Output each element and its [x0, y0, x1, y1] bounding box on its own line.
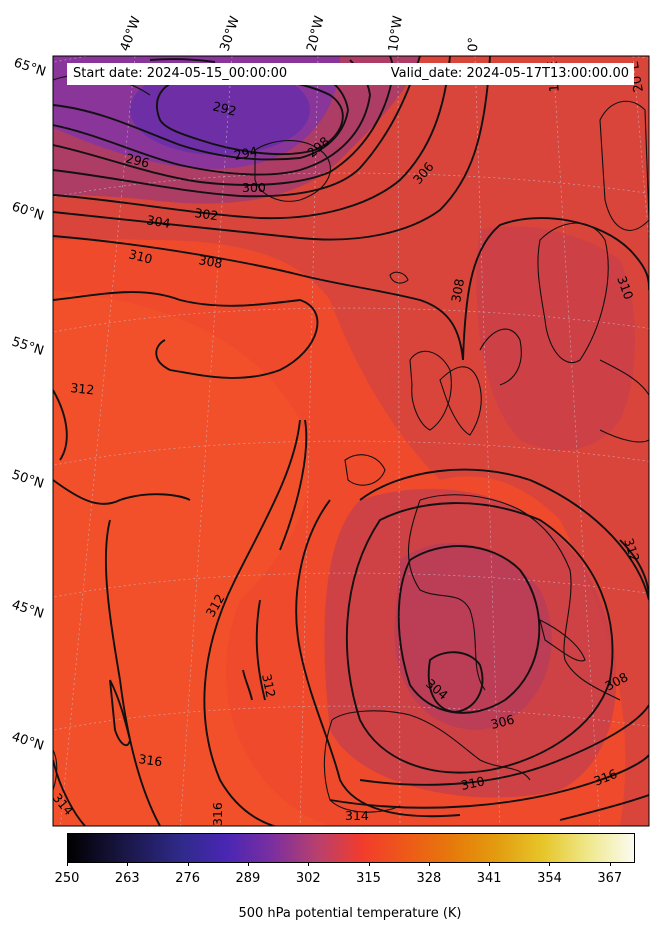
colorbar-tick-label: 263 [114, 871, 140, 886]
lat-label: 65°N [12, 56, 48, 80]
lon-label: 10°W [386, 15, 406, 53]
contour-label: 302 [194, 205, 220, 223]
colorbar-tick-label: 250 [54, 871, 80, 886]
colorbar-tick [67, 862, 68, 866]
lon-label: 30°W [218, 14, 243, 53]
colorbar-label: 500 hPa potential temperature (K) [238, 906, 462, 921]
lat-label: 45°N [10, 598, 46, 622]
colorbar-tick [428, 862, 430, 866]
contour-label: 294 [233, 143, 260, 163]
graticule [53, 56, 649, 826]
colorbar-tick-label: 341 [476, 871, 502, 886]
lat-label: 60°N [10, 200, 46, 224]
lat-label: 55°N [10, 335, 46, 359]
colorbar-tick-label: 354 [537, 871, 562, 886]
contour-label: 312 [621, 536, 643, 563]
lat-label: 40°N [10, 730, 46, 754]
contour-label: 296 [124, 150, 151, 170]
contour-label: 316 [210, 802, 225, 826]
colorbar-tick-label: 367 [597, 871, 623, 886]
contour-label: 292 [211, 98, 238, 118]
start-date-label: Start date: 2024-05-15_00:00:00 [73, 66, 288, 81]
colorbar-tick-label: 276 [175, 871, 201, 886]
isentropes [53, 56, 649, 826]
contour-label: 304 [145, 212, 171, 231]
contour-label: 308 [448, 277, 467, 303]
date-header: Start date: 2024-05-15_00:00:00 Valid_da… [67, 63, 634, 85]
contour-label: 300 [242, 180, 266, 195]
contour-labels: 292 294 296 298 300 302 304 306 308 308 … [53, 98, 643, 826]
contour-label: 314 [345, 808, 369, 823]
coastlines [53, 74, 649, 813]
colorbar-tick-label: 315 [356, 871, 381, 886]
colorbar-tick [489, 862, 491, 866]
valid-date-label: Valid_date: 2024-05-17T13:00:00.00 [390, 66, 629, 81]
colorbar-tick-label: 289 [235, 871, 261, 886]
contour-label: 316 [138, 751, 164, 769]
contour-label: 310 [127, 246, 154, 266]
map-field: 292 294 296 298 300 302 304 306 308 308 … [53, 56, 649, 826]
colorbar-tick-label: 302 [295, 871, 321, 886]
lat-label: 50°N [10, 468, 46, 492]
contour-label: 312 [70, 380, 95, 397]
lon-label: 0° [466, 37, 482, 52]
contour-label: 308 [197, 252, 223, 271]
latitude-labels: 65°N 60°N 55°N 50°N 45°N 40°N [10, 56, 48, 754]
lon-label: 20°W [304, 14, 327, 53]
colorbar-tick [308, 862, 310, 866]
lon-label: 40°W [118, 14, 144, 53]
contour-label: 312 [259, 673, 279, 699]
colorbar-tick [368, 862, 370, 866]
colorbar-tick [187, 862, 189, 866]
contour-label: 306 [489, 712, 516, 732]
colorbar-tick [247, 862, 249, 866]
contour-label: 310 [460, 773, 487, 793]
colorbar-tick [127, 862, 129, 866]
map-frame [52, 55, 650, 827]
colorbar-tick [609, 862, 611, 866]
colorbar-tick [549, 862, 551, 866]
colorbar [67, 833, 635, 863]
colorbar-tick-label: 328 [416, 871, 442, 886]
